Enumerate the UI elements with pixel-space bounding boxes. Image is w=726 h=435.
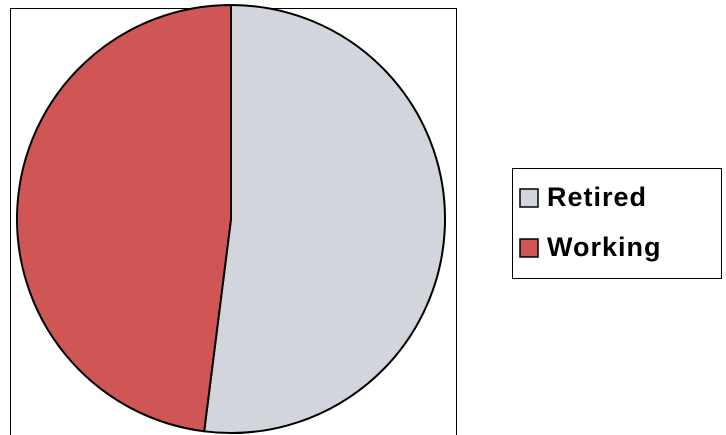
legend [512,168,722,279]
pie-slice [16,3,232,433]
legend-label: Retired [547,182,647,212]
legend-swatch [519,188,539,208]
pie-slice [203,3,446,434]
legend-swatch [519,238,539,258]
legend-label: Working [547,232,662,262]
